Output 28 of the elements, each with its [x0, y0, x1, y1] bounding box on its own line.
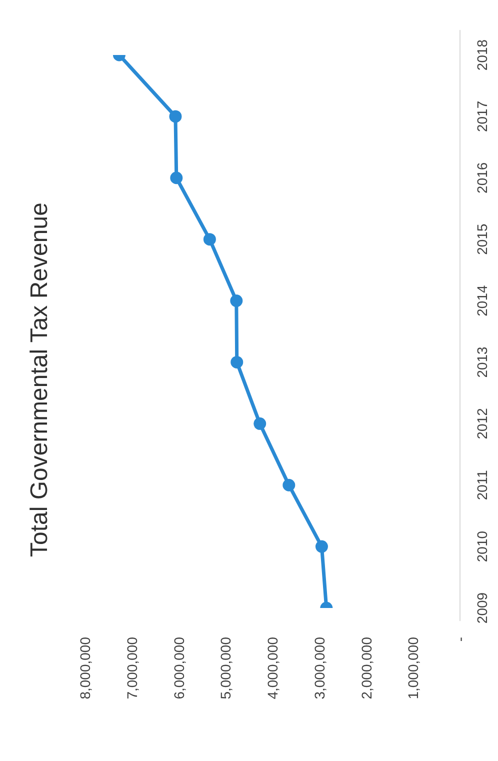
y-tick-label: 2010 [474, 530, 490, 562]
x-tick-label: 1,000,000 [405, 636, 422, 700]
x-tick-label: 2,000,000 [358, 636, 374, 700]
point [169, 110, 182, 123]
x-tick-label: 4,000,000 [264, 636, 280, 700]
x-tick-label: - [452, 636, 468, 642]
x-tick-label: 3,000,000 [311, 636, 328, 700]
point [203, 233, 216, 246]
y-tick-label: 2017 [474, 100, 490, 132]
y-tick-label: 2016 [474, 162, 490, 194]
x-tick-label: 6,000,000 [170, 636, 187, 700]
y-tick-label: 2015 [474, 224, 490, 255]
point [254, 417, 266, 430]
y-tick-label: 2013 [474, 346, 490, 378]
x-tick-label: 5,000,000 [218, 636, 234, 700]
x-tick-label: 8,000,000 [77, 636, 93, 700]
y-tick-label: 2009 [474, 592, 490, 624]
point [230, 356, 244, 368]
x-tick-label: 7,000,000 [124, 636, 140, 700]
y-tick-label: 2014 [474, 284, 490, 316]
point [230, 294, 243, 308]
point [315, 540, 328, 553]
point [170, 172, 183, 184]
point [282, 478, 296, 492]
y-tick-label: 2018 [474, 39, 490, 71]
y-tick-label: 2012 [474, 408, 490, 440]
text: Total Governmental Tax Revenue [26, 202, 54, 560]
y-tick-label: 2011 [474, 470, 490, 500]
